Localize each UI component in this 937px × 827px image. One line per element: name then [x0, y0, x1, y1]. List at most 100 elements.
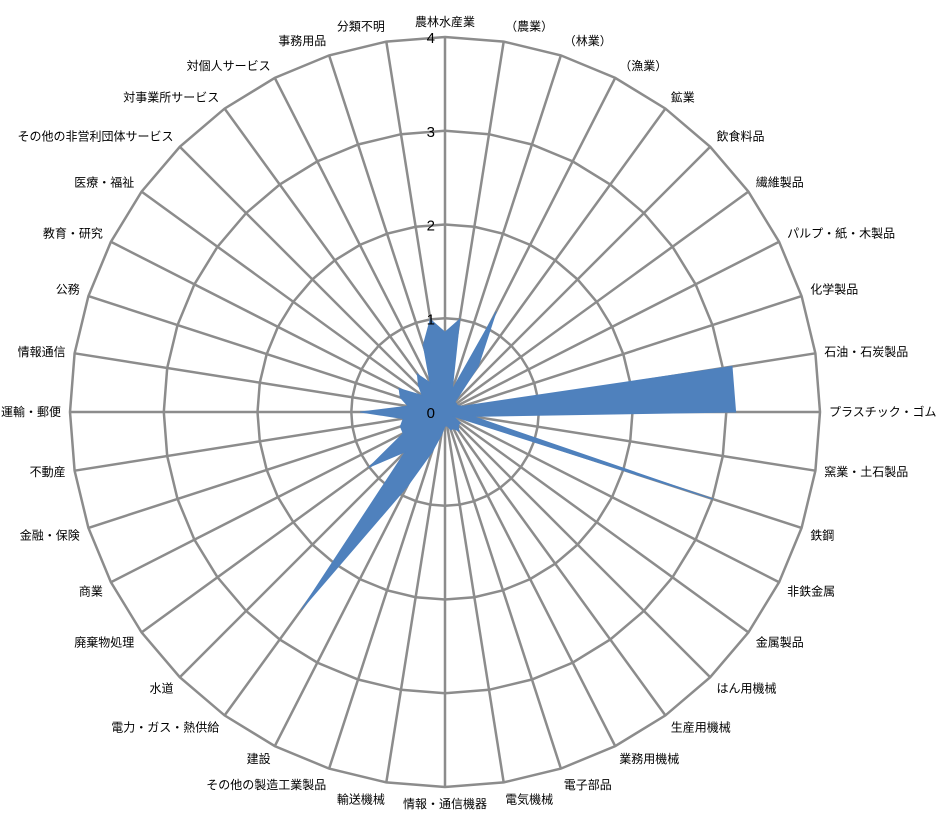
spoke [110, 410, 446, 584]
category-label: 対個人サービス [187, 59, 271, 73]
data-point [421, 394, 423, 397]
spoke [443, 55, 563, 413]
category-label: 水道 [149, 682, 173, 696]
spoke [444, 411, 712, 679]
spoke [178, 411, 446, 679]
spoke [110, 240, 446, 414]
spoke [74, 352, 446, 414]
category-label: 輸送機械 [337, 791, 385, 806]
category-label: 商業 [79, 583, 103, 598]
category-label: プラスチック・ゴム [829, 404, 937, 419]
data-point [417, 384, 420, 387]
category-label: 金属製品 [756, 635, 804, 650]
data-point [735, 411, 737, 413]
data-point [444, 331, 446, 333]
data-point [416, 373, 418, 375]
category-label: （林業） [564, 34, 612, 48]
category-label: 飲食料品 [717, 129, 765, 144]
tick-label: 0 [427, 405, 435, 422]
category-label: 廃棄物処理 [74, 635, 134, 650]
category-label: （農業） [505, 20, 553, 34]
data-point [402, 432, 404, 434]
tick-labels: 0 1 2 3 4 [427, 30, 435, 422]
category-label: はん用機械 [717, 681, 777, 696]
spoke [444, 240, 780, 414]
category-label: 情報通信 [18, 345, 66, 359]
data-point [459, 422, 461, 424]
data-point [495, 311, 497, 313]
data-point [731, 365, 733, 368]
spoke [444, 410, 816, 472]
spoke [444, 145, 712, 413]
tick-label: 4 [427, 30, 435, 47]
data-point [402, 418, 404, 420]
category-label: その他の製造工業製品 [206, 778, 326, 792]
spoke [444, 410, 750, 634]
data-point [446, 425, 448, 427]
data-point [472, 415, 474, 417]
category-label: 農林水産業 [415, 14, 475, 29]
tick-label: 1 [427, 311, 435, 328]
data-point [451, 389, 453, 391]
category-labels: 農林水産業 （農業） （林業） （漁業） 鉱業飲食料品繊維製品パルプ・紙・木製品化学製品… [1, 14, 937, 811]
category-label: パルプ・紙・木製品 [787, 226, 895, 241]
category-label: 繊維製品 [756, 175, 804, 189]
spoke [74, 410, 446, 472]
data-point [452, 415, 454, 417]
category-label: 事務用品 [278, 34, 326, 48]
spoke [443, 107, 667, 413]
data-point [398, 388, 400, 390]
data-point [462, 405, 464, 407]
category-label: 電力・ガス・熱供給 [111, 721, 219, 735]
category-label: 業務用機械 [619, 751, 679, 766]
category-label: 対事業所サービス [123, 90, 219, 104]
data-point [360, 411, 362, 413]
spoke [443, 411, 505, 783]
spoke [327, 411, 447, 769]
data-point [452, 428, 455, 430]
spoke [443, 411, 617, 747]
spoke [140, 190, 446, 414]
spoke [88, 294, 446, 414]
data-point [429, 382, 431, 384]
category-label: 鉱業 [671, 89, 695, 104]
data-point [457, 424, 459, 426]
category-label: 石油・石炭製品 [824, 345, 908, 359]
data-point [477, 365, 479, 368]
data-point [404, 451, 406, 453]
data-point [399, 425, 401, 428]
category-label: 分類不明 [337, 20, 385, 34]
data-point [407, 405, 409, 407]
category-label: 鉄鋼 [810, 528, 834, 543]
spoke [444, 294, 802, 414]
category-label: 生産用機械 [671, 720, 731, 735]
category-label: 化学製品 [810, 281, 858, 296]
spoke [385, 411, 447, 783]
category-label: 医療・福祉 [74, 174, 134, 189]
spoke [88, 410, 446, 530]
data-point [440, 434, 442, 436]
category-label: その他の非営利団体サービス [17, 130, 173, 144]
category-label: 非鉄金属 [787, 583, 835, 598]
category-label: 電気機械 [505, 791, 553, 806]
spoke [178, 145, 446, 413]
data-point [458, 430, 460, 432]
data-point [368, 466, 370, 468]
category-label: 建設 [247, 751, 271, 766]
category-label: 教育・研究 [43, 226, 103, 241]
data-point [399, 396, 401, 399]
tick-label: 2 [427, 218, 435, 235]
spoke [444, 410, 780, 584]
data-point [422, 344, 424, 346]
data-point [301, 608, 303, 610]
tick-label: 3 [427, 124, 435, 141]
category-label: 窯業・土石製品 [824, 464, 908, 479]
category-label: 運輸・郵便 [1, 404, 61, 419]
spoke [443, 411, 563, 769]
category-label: 情報・通信機器 [403, 796, 487, 811]
data-point [459, 318, 461, 320]
category-label: 公務 [56, 282, 80, 296]
data-point [455, 403, 457, 405]
